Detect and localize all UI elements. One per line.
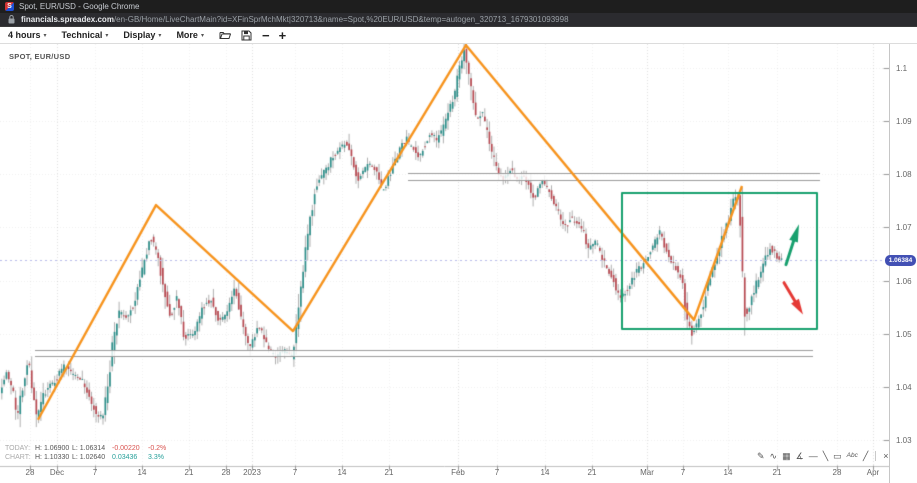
diagonal-line-tool-icon[interactable]: ╱ (862, 451, 869, 461)
price-chart-canvas[interactable] (0, 44, 889, 483)
x-tick-label: 2023 (243, 468, 261, 477)
x-tick-label: Apr (866, 468, 880, 477)
chart-area: SPOT, EUR/USD 1.1 1.09 1.08 1.07 1.06 1.05 1.0… (0, 44, 917, 483)
x-tick-label: Mar (640, 468, 654, 477)
pen-tool-icon[interactable]: ✎ (757, 451, 765, 461)
x-tick-label: 7 (92, 468, 98, 477)
y-tick-label: 1.1 (896, 64, 908, 73)
chart-toolbar: 4 hours ▾ Technical ▾ Display ▾ More ▾ −… (0, 27, 917, 44)
zoom-out-button[interactable]: − (261, 27, 270, 43)
current-price-badge: 1.06384 (885, 254, 916, 266)
x-tick-label: 21 (587, 468, 597, 477)
x-tick-label: 21 (184, 468, 194, 477)
text-tool-icon[interactable]: Abc (846, 452, 858, 459)
axes-tool-icon[interactable]: ∡ (795, 451, 804, 461)
save-chart-icon[interactable] (241, 30, 252, 41)
ohlc-legend: TODAY: H: 1.06900 L: 1.06314 -0.00220 -0.2% … (5, 445, 172, 462)
y-tick-label: 1.07 (896, 223, 912, 233)
url-text: financials.spreadex.com/en-GB/Home/LiveC… (21, 15, 569, 24)
trend-line-tool-icon[interactable]: ╲ (822, 451, 829, 461)
spreadex-favicon: S (5, 2, 14, 11)
freehand-tool-icon[interactable]: ∿ (769, 451, 778, 461)
window-title: Spot, EUR/USD - Google Chrome (19, 2, 140, 11)
y-tick-label: 1.04 (896, 382, 912, 392)
time-axis[interactable]: 28 Dec 7 14 21 28 2023 7 14 21 Feb 7 14 21 Mar 7 14 21 28 A… (0, 468, 889, 482)
browser-address-bar[interactable]: financials.spreadex.com/en-GB/Home/LiveC… (0, 13, 917, 27)
x-tick-label: 28 (25, 468, 35, 477)
more-menu[interactable]: More ▾ (176, 30, 204, 40)
x-tick-label: 14 (540, 468, 550, 477)
toolbar-divider (875, 451, 877, 461)
url-path: /en-GB/Home/LiveChartMain?id=XFinSprMchM… (113, 15, 569, 24)
open-chart-icon[interactable] (219, 30, 231, 40)
zoom-in-button[interactable]: + (278, 27, 287, 43)
symbol-label: SPOT, EUR/USD (9, 52, 71, 61)
rectangle-tool-icon[interactable]: ▭ (833, 451, 842, 461)
x-tick-label: Feb (451, 468, 465, 477)
chevron-down-icon: ▾ (158, 32, 162, 39)
x-tick-label: Dec (49, 468, 65, 477)
x-tick-label: 14 (337, 468, 347, 477)
url-domain: financials.spreadex.com (21, 15, 114, 24)
x-tick-label: 21 (772, 468, 782, 477)
technical-menu[interactable]: Technical ▾ (61, 30, 109, 40)
chevron-down-icon: ▾ (200, 32, 204, 39)
x-tick-label: 14 (723, 468, 733, 477)
y-tick-label: 1.06 (896, 276, 912, 286)
y-tick-label: 1.08 (896, 170, 912, 180)
remove-tool-icon[interactable]: × (883, 451, 889, 461)
chevron-down-icon: ▾ (43, 32, 47, 39)
x-tick-label: 14 (137, 468, 147, 477)
x-tick-label: 7 (494, 468, 500, 477)
x-tick-label: 28 (832, 468, 842, 477)
horizontal-line-tool-icon[interactable]: — (808, 451, 818, 461)
x-tick-label: 28 (221, 468, 231, 477)
grid-tool-icon[interactable]: ▦ (782, 451, 791, 461)
chevron-down-icon: ▾ (105, 32, 109, 39)
y-tick-label: 1.05 (896, 329, 912, 339)
window-titlebar: S Spot, EUR/USD - Google Chrome (0, 0, 917, 13)
x-tick-label: 7 (680, 468, 686, 477)
x-tick-label: 7 (292, 468, 298, 477)
today-row: TODAY: H: 1.06900 L: 1.06314 -0.00220 -0.2% (5, 445, 167, 452)
drawing-toolbar: ✎ ∿ ▦ ∡ — ╲ ▭ Abc ╱ × (757, 450, 889, 462)
y-tick-label: 1.09 (896, 117, 912, 127)
x-tick-label: 21 (384, 468, 394, 477)
chart-row: CHART: H: 1.10330 L: 1.02640 0.03436 3.3% (5, 453, 164, 461)
y-tick-label: 1.03 (896, 435, 912, 445)
display-menu[interactable]: Display ▾ (123, 30, 162, 40)
timeframe-menu[interactable]: 4 hours ▾ (8, 30, 47, 40)
lock-icon (8, 15, 15, 24)
